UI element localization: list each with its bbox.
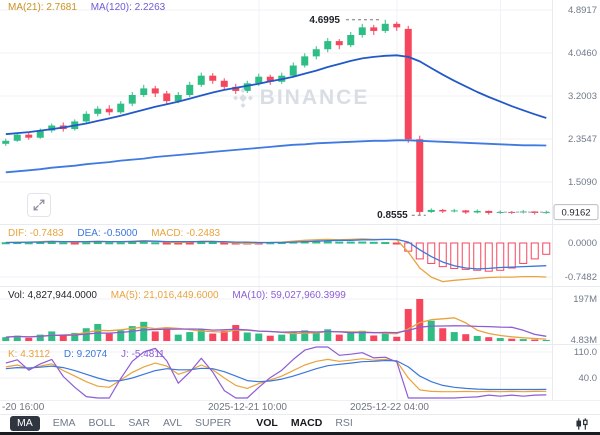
svg-text:4.8917: 4.8917 (568, 5, 597, 16)
svg-text:0.8555: 0.8555 (377, 210, 408, 221)
svg-text:0.0000: 0.0000 (568, 238, 597, 249)
tab-rsi[interactable]: RSI (335, 417, 353, 429)
time-axis[interactable]: -20 16:00 2025-12-21 10:00 2025-12-22 04… (0, 400, 600, 414)
chart-canvas[interactable]: 4.6995 0.8555 0.9162 4.8917 4.0460 3.2003 2.35… (0, 0, 600, 400)
indicator-settings-button[interactable] (575, 417, 590, 431)
expand-button[interactable] (27, 193, 51, 217)
svg-text:4.6995: 4.6995 (309, 15, 340, 26)
time-label-left: -20 16:00 (2, 402, 45, 413)
svg-text:110.0: 110.0 (574, 347, 597, 358)
pane-separators (0, 0, 600, 400)
svg-text:2.3547: 2.3547 (568, 134, 597, 145)
time-label-center: 2025-12-21 10:00 (208, 402, 287, 413)
candles-layer (2, 19, 550, 216)
tab-avl[interactable]: AVL (162, 417, 183, 429)
svg-text:3.2003: 3.2003 (568, 91, 597, 102)
svg-text:4.0460: 4.0460 (568, 48, 597, 59)
svg-text:40.0: 40.0 (579, 373, 598, 384)
tab-ema[interactable]: EMA (52, 417, 76, 429)
tab-super[interactable]: SUPER (195, 417, 232, 429)
svg-text:-0.7482: -0.7482 (565, 272, 597, 283)
tab-vol[interactable]: VOL (256, 417, 278, 429)
indicator-toolbar: MA EMA BOLL SAR AVL SUPER VOL MACD RSI (0, 414, 600, 432)
tab-boll[interactable]: BOLL (88, 417, 116, 429)
last-price-box (553, 204, 599, 221)
chart-indicator-icon (576, 417, 588, 430)
tab-ma[interactable]: MA (10, 416, 40, 431)
tab-macd[interactable]: MACD (290, 417, 323, 429)
svg-text:4.83M: 4.83M (571, 335, 597, 346)
macd-layer (1, 238, 551, 283)
time-label-right: 2025-12-22 04:00 (350, 402, 429, 413)
expand-icon (33, 199, 45, 211)
volume-layer (2, 299, 550, 342)
kdj-layer (5, 346, 547, 399)
tab-sar[interactable]: SAR (128, 417, 150, 429)
svg-text:0.9162: 0.9162 (561, 208, 590, 219)
gridlines (0, 0, 552, 400)
svg-text:197M: 197M (573, 294, 597, 305)
svg-text:1.5090: 1.5090 (568, 177, 597, 188)
